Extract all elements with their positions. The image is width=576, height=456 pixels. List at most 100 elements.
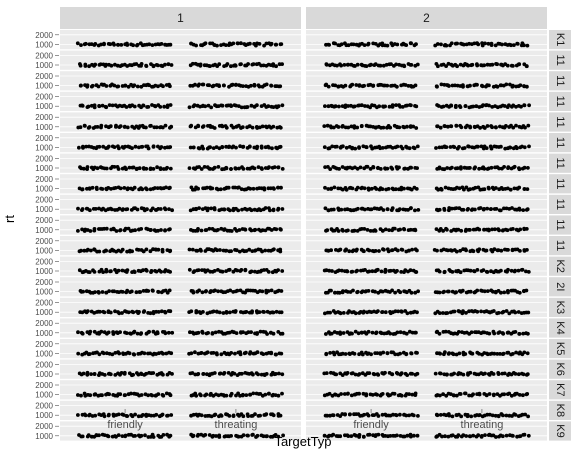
data-point — [473, 165, 477, 170]
y-tick-label: 1000 — [35, 40, 53, 49]
data-point — [168, 433, 173, 438]
data-point — [350, 269, 355, 274]
data-point — [139, 62, 144, 66]
data-point — [135, 331, 140, 336]
data-point — [170, 208, 175, 213]
data-point — [244, 393, 249, 397]
data-point — [464, 248, 468, 253]
data-point — [521, 331, 526, 336]
data-point — [255, 433, 260, 438]
data-point — [511, 434, 515, 438]
data-point — [251, 391, 256, 396]
y-tick-label: 1000 — [35, 123, 53, 132]
row-strip — [549, 215, 571, 235]
data-point — [496, 371, 501, 375]
data-point — [240, 207, 244, 212]
data-point — [470, 351, 475, 356]
row-strip — [549, 71, 571, 91]
data-point — [380, 310, 385, 314]
data-point — [234, 248, 239, 253]
data-point — [524, 288, 529, 293]
data-point — [415, 310, 419, 315]
data-point — [159, 269, 164, 274]
data-point — [481, 268, 486, 272]
data-point — [162, 104, 167, 109]
data-point — [357, 145, 361, 150]
data-point — [93, 62, 98, 67]
data-point — [241, 330, 245, 334]
data-point — [169, 413, 174, 417]
data-point — [271, 413, 276, 418]
data-point — [390, 103, 395, 108]
data-point — [477, 413, 482, 417]
data-point — [148, 249, 153, 254]
data-point — [508, 82, 512, 87]
data-point — [95, 166, 100, 171]
data-point — [253, 227, 258, 232]
data-point — [246, 414, 251, 418]
data-point — [362, 249, 366, 254]
data-point — [484, 248, 489, 253]
data-point — [389, 62, 393, 66]
row-strip-label: K2 — [554, 259, 566, 272]
x-tick-label: friendly — [107, 419, 143, 431]
data-point — [435, 248, 439, 253]
data-point — [444, 393, 449, 398]
data-point — [163, 62, 167, 67]
data-point — [230, 82, 235, 87]
data-point — [125, 414, 130, 418]
data-point — [468, 166, 472, 170]
data-point — [252, 83, 257, 88]
data-point — [166, 413, 170, 418]
data-point — [410, 371, 414, 376]
y-tick-label: 2000 — [35, 93, 53, 102]
data-point — [373, 249, 378, 253]
data-point — [390, 167, 395, 171]
y-tick-label: 1000 — [35, 205, 53, 214]
data-point — [446, 434, 451, 439]
data-point — [388, 125, 393, 130]
y-tick-label: 2000 — [35, 381, 53, 390]
data-point — [97, 104, 102, 109]
data-point — [125, 207, 130, 212]
data-point — [362, 186, 367, 191]
data-point — [161, 351, 165, 356]
data-point — [193, 350, 197, 355]
data-point — [327, 43, 331, 47]
data-point — [146, 393, 151, 398]
col-strip-label: 1 — [177, 11, 184, 25]
data-point — [138, 290, 143, 294]
data-point — [405, 373, 410, 377]
data-point — [168, 185, 172, 190]
data-point — [229, 167, 233, 171]
data-point — [256, 165, 261, 170]
panel — [60, 380, 301, 400]
data-point — [352, 125, 357, 130]
data-point — [278, 413, 283, 418]
data-point — [218, 371, 223, 376]
data-point — [266, 104, 271, 109]
data-point — [262, 310, 266, 314]
data-point — [241, 414, 246, 419]
data-point — [390, 288, 394, 293]
data-point — [525, 207, 530, 212]
data-point — [367, 371, 372, 375]
data-point — [456, 433, 461, 438]
data-point — [390, 146, 395, 150]
data-point — [163, 123, 168, 128]
data-point — [332, 352, 337, 357]
x-axis-title: TargetTyp — [274, 434, 331, 449]
data-point — [92, 372, 97, 376]
data-point — [108, 310, 113, 315]
data-point — [218, 248, 222, 252]
panel — [60, 421, 301, 441]
data-point — [329, 288, 333, 293]
data-point — [205, 208, 210, 213]
data-point — [370, 393, 375, 397]
data-point — [211, 351, 216, 355]
data-point — [168, 393, 173, 398]
data-point — [203, 41, 208, 46]
data-point — [80, 187, 85, 192]
data-point — [208, 167, 213, 171]
data-point — [204, 289, 209, 293]
